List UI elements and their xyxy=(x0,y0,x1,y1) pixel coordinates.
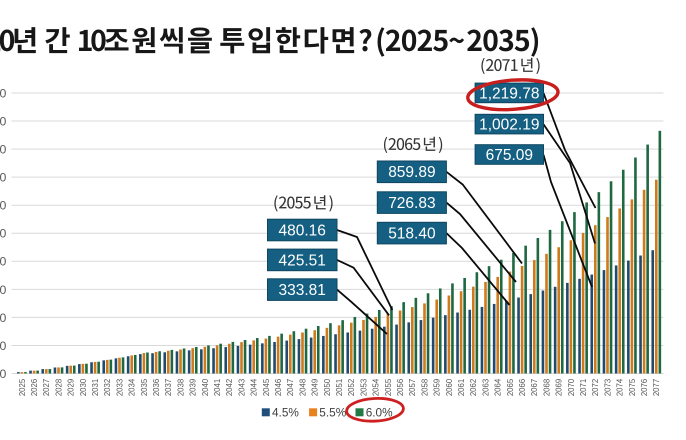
svg-text:2074: 2074 xyxy=(616,378,625,396)
svg-text:2039: 2039 xyxy=(189,379,198,396)
svg-text:1,800: 1,800 xyxy=(0,114,6,128)
svg-text:2041: 2041 xyxy=(213,379,222,396)
svg-text:600: 600 xyxy=(0,283,6,297)
svg-text:2034: 2034 xyxy=(128,378,137,396)
svg-text:518.40: 518.40 xyxy=(388,226,436,243)
svg-text:425.51: 425.51 xyxy=(278,252,325,269)
svg-text:2045: 2045 xyxy=(262,378,271,396)
svg-text:2065: 2065 xyxy=(506,378,515,396)
svg-text:2070: 2070 xyxy=(567,378,576,396)
svg-text:2037: 2037 xyxy=(164,379,173,396)
svg-text:2031: 2031 xyxy=(91,379,100,396)
svg-text:2029: 2029 xyxy=(67,379,76,396)
svg-text:2046: 2046 xyxy=(274,379,283,396)
svg-text:1,219.78: 1,219.78 xyxy=(479,85,539,102)
svg-text:2033: 2033 xyxy=(115,379,124,396)
svg-text:2056: 2056 xyxy=(396,379,405,396)
svg-text:2062: 2062 xyxy=(469,379,478,396)
svg-text:2067: 2067 xyxy=(530,379,539,396)
svg-text:2051: 2051 xyxy=(335,379,344,396)
svg-text:800: 800 xyxy=(0,255,6,269)
svg-text:2035: 2035 xyxy=(140,378,149,396)
svg-text:2044: 2044 xyxy=(250,378,259,396)
svg-text:726.83: 726.83 xyxy=(388,195,435,212)
svg-text:2052: 2052 xyxy=(347,379,356,396)
svg-text:2047: 2047 xyxy=(286,379,295,396)
svg-text:2028: 2028 xyxy=(54,379,63,396)
svg-text:2058: 2058 xyxy=(420,379,429,396)
svg-text:2030: 2030 xyxy=(79,378,88,396)
svg-text:2075: 2075 xyxy=(628,378,637,396)
svg-text:200: 200 xyxy=(0,339,6,353)
svg-text:2049: 2049 xyxy=(311,379,320,396)
svg-text:2076: 2076 xyxy=(640,379,649,396)
svg-text:0: 0 xyxy=(0,367,6,381)
svg-text:2027: 2027 xyxy=(42,379,51,396)
svg-text:2050: 2050 xyxy=(323,378,332,396)
svg-text:2073: 2073 xyxy=(603,379,612,396)
svg-text:2063: 2063 xyxy=(481,379,490,396)
svg-text:2057: 2057 xyxy=(408,379,417,396)
svg-text:2042: 2042 xyxy=(225,379,234,396)
svg-text:2036: 2036 xyxy=(152,379,161,396)
svg-text:2048: 2048 xyxy=(298,379,307,396)
svg-text:2053: 2053 xyxy=(359,379,368,396)
svg-text:480.16: 480.16 xyxy=(278,222,325,239)
svg-text:2066: 2066 xyxy=(518,379,527,396)
svg-text:675.09: 675.09 xyxy=(486,147,533,164)
svg-text:2061: 2061 xyxy=(457,379,466,396)
svg-text:2077: 2077 xyxy=(652,379,661,396)
svg-text:2072: 2072 xyxy=(591,379,600,396)
svg-text:5.5%: 5.5% xyxy=(319,406,346,420)
svg-text:400: 400 xyxy=(0,311,6,325)
svg-text:1,000: 1,000 xyxy=(0,227,6,241)
svg-text:1,400: 1,400 xyxy=(0,171,6,185)
svg-text:333.81: 333.81 xyxy=(278,282,325,299)
svg-text:2032: 2032 xyxy=(103,379,112,396)
svg-text:4.5%: 4.5% xyxy=(272,406,299,420)
svg-text:2060: 2060 xyxy=(445,378,454,396)
svg-text:6.0%: 6.0% xyxy=(366,406,393,420)
svg-text:1,200: 1,200 xyxy=(0,199,6,213)
svg-text:1,002.19: 1,002.19 xyxy=(479,117,539,134)
svg-text:2038: 2038 xyxy=(176,379,185,396)
svg-text:2059: 2059 xyxy=(433,379,442,396)
svg-text:2069: 2069 xyxy=(555,379,564,396)
svg-text:2025: 2025 xyxy=(18,378,27,396)
svg-text:859.89: 859.89 xyxy=(388,164,435,181)
svg-text:2026: 2026 xyxy=(30,379,39,396)
svg-text:2043: 2043 xyxy=(237,379,246,396)
svg-text:2040: 2040 xyxy=(201,378,210,396)
svg-text:2071: 2071 xyxy=(579,379,588,396)
svg-text:2068: 2068 xyxy=(542,379,551,396)
svg-text:1,600: 1,600 xyxy=(0,143,6,157)
svg-text:2064: 2064 xyxy=(494,378,503,396)
svg-text:2055: 2055 xyxy=(384,378,393,396)
svg-text:2,000: 2,000 xyxy=(0,86,6,100)
svg-text:2054: 2054 xyxy=(372,378,381,396)
